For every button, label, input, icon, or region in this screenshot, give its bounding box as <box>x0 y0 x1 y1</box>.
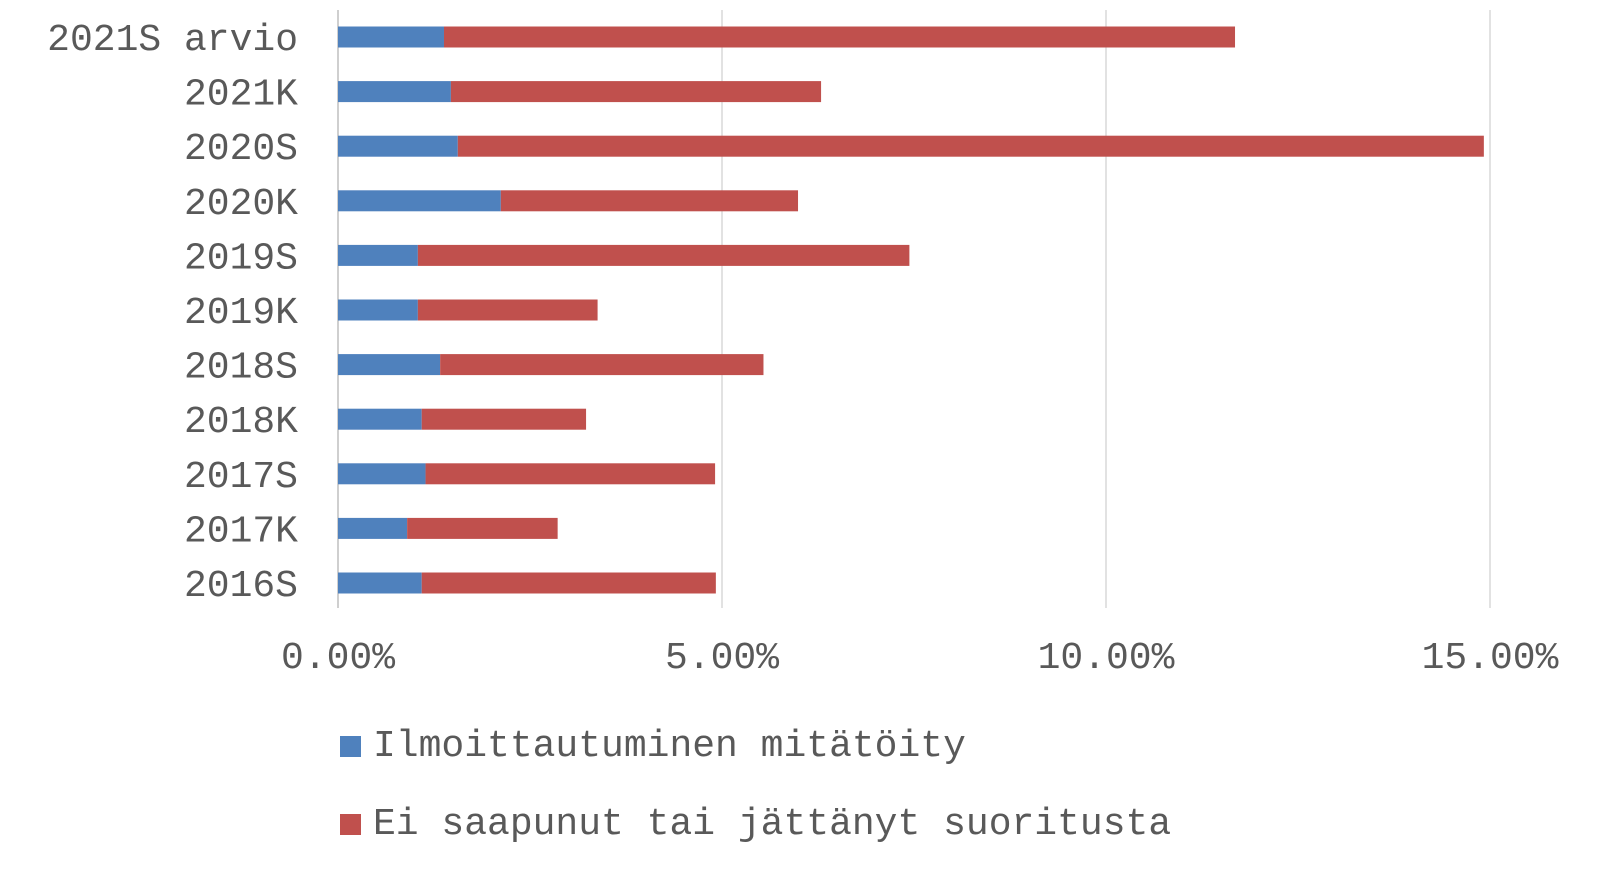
category-label-2: 2020S <box>184 128 298 171</box>
chart: 0.00% 5.00% 10.00% 15.00% 2021S arvio 2021K 20… <box>47 10 1559 846</box>
bar-no-show-10 <box>421 572 716 594</box>
bar-cancelled-2 <box>338 135 458 157</box>
legend-swatch-cancelled <box>340 735 361 757</box>
category-label-0: 2021S arvio <box>47 19 298 62</box>
bar-cancelled-7 <box>338 408 422 430</box>
bar-no-show-9 <box>407 517 558 539</box>
category-label-4: 2019S <box>184 237 298 280</box>
x-tick-label-2: 10.00% <box>1038 637 1175 680</box>
chart-plot-area: 0.00% 5.00% 10.00% 15.00% 2021S arvio 2021K 20… <box>47 10 1559 680</box>
bar-no-show-5 <box>417 299 598 321</box>
bar-no-show-3 <box>500 190 799 212</box>
legend-label-cancelled: Ilmoittautuminen mitätöity <box>373 724 966 768</box>
category-label-6: 2018S <box>184 347 298 390</box>
bar-cancelled-8 <box>338 463 426 485</box>
legend-swatch-no-show <box>340 813 361 835</box>
bar-cancelled-4 <box>338 244 418 266</box>
category-label-8: 2017S <box>184 456 298 499</box>
bar-no-show-2 <box>457 135 1484 157</box>
category-label-7: 2018K <box>184 401 298 444</box>
category-label-3: 2020K <box>184 183 298 226</box>
bar-cancelled-10 <box>338 572 422 594</box>
bar-cancelled-9 <box>338 517 408 539</box>
bar-no-show-1 <box>450 81 822 103</box>
bar-no-show-6 <box>440 354 764 376</box>
category-label-10: 2016S <box>184 565 298 608</box>
x-tick-label-3: 15.00% <box>1422 637 1559 680</box>
bar-cancelled-6 <box>338 354 441 376</box>
bar-cancelled-1 <box>338 81 451 103</box>
bar-no-show-0 <box>443 26 1236 48</box>
bar-no-show-8 <box>425 463 716 485</box>
legend: Ilmoittautuminen mitätöity Ei saapunut t… <box>340 722 1440 878</box>
bar-no-show-4 <box>417 244 910 266</box>
category-label-5: 2019K <box>184 292 298 335</box>
bar-no-show-7 <box>421 408 587 430</box>
bar-cancelled-3 <box>338 190 501 212</box>
x-tick-label-1: 5.00% <box>665 637 779 680</box>
legend-label-no-show: Ei saapunut tai jättänyt suoritusta <box>373 802 1172 846</box>
x-tick-label-0: 0.00% <box>281 637 395 680</box>
category-label-9: 2017K <box>184 510 298 553</box>
bar-cancelled-0 <box>338 26 444 48</box>
category-label-1: 2021K <box>184 74 298 117</box>
legend-item-no-show: Ei saapunut tai jättänyt suoritusta <box>340 800 1440 848</box>
bar-cancelled-5 <box>338 299 418 321</box>
legend-item-cancelled: Ilmoittautuminen mitätöity <box>340 722 1440 770</box>
